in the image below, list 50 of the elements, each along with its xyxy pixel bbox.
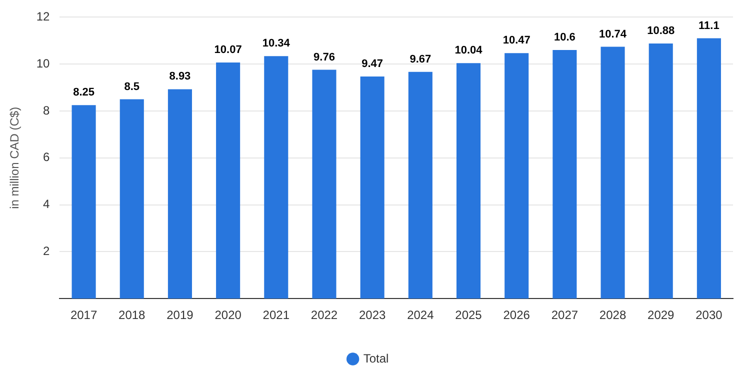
y-tick-label: 6 [43,150,50,164]
bar [360,76,384,299]
data-label: 9.47 [362,58,384,70]
data-label: 10.04 [454,44,484,57]
bar [408,72,432,299]
data-label: 10.88 [647,24,675,37]
data-label: 11.1 [698,20,720,32]
bar [648,43,673,299]
x-tick-label: 2017 [70,308,98,322]
data-label: 9.76 [314,51,335,64]
x-tick-label: 2029 [648,308,675,322]
data-label: 8.25 [73,86,95,99]
bar [312,70,336,299]
x-tick-label: 2022 [310,308,338,322]
bar [120,99,144,299]
bar [696,38,721,299]
x-tick-label: 2030 [696,308,723,322]
data-label: 8.5 [124,80,140,93]
data-label: 8.93 [169,70,191,83]
data-label: 9.67 [410,53,432,66]
bar [216,62,240,299]
x-tick-label: 2026 [503,308,530,322]
bar [168,89,192,299]
data-label: 10.74 [599,28,628,40]
y-tick-label: 8 [43,103,50,118]
y-tick-label: 4 [43,197,50,212]
data-label: 10.47 [502,34,530,47]
data-label: 10.6 [554,32,576,44]
bar [72,105,96,299]
data-label: 10.07 [214,44,242,56]
x-tick-label: 2025 [455,308,482,322]
bar [552,50,577,299]
bar [504,53,529,299]
legend-label: Total [363,351,389,366]
x-tick-label: 2021 [262,308,290,322]
data-label: 10.34 [262,38,291,50]
x-tick-label: 2023 [358,308,386,322]
x-tick-label: 2019 [166,308,194,322]
x-tick-label: 2028 [599,308,626,322]
y-tick-label: 10 [36,56,50,70]
x-tick-label: 2018 [118,308,146,322]
bar [456,63,481,299]
x-tick-label: 2024 [407,308,434,322]
x-tick-label: 2020 [214,308,242,322]
bar [264,56,288,299]
y-tick-label: 12 [36,10,50,24]
y-tick-label: 2 [43,244,50,258]
y-axis-title: in million CAD (C$) [8,106,22,209]
x-tick-label: 2027 [551,308,578,322]
bar [600,46,625,299]
